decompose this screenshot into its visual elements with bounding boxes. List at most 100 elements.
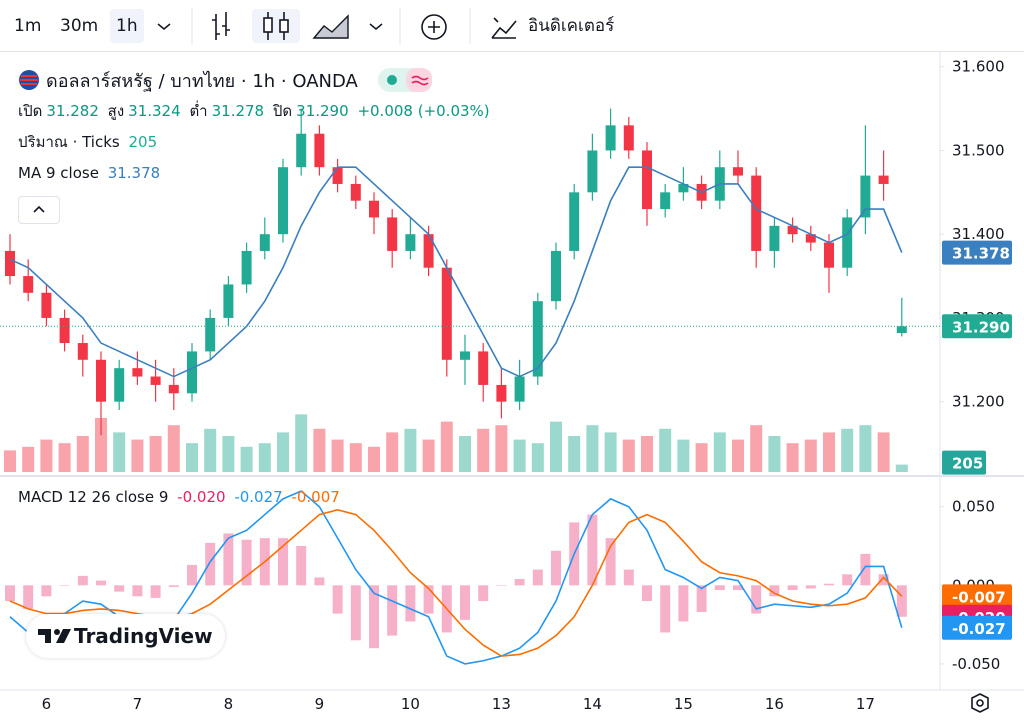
histogram-bar [369,585,379,649]
price-badge-label: 31.290 [952,318,1010,336]
volume-bar [186,443,198,472]
interval-button[interactable]: 1m [14,16,42,36]
histogram-bar [314,577,325,586]
volume-bar [823,432,835,472]
candle-body [77,343,88,360]
volume-bar [713,432,726,472]
histogram-bar [205,542,216,586]
volume-bar [113,432,126,472]
price-badge-label: -0.007 [952,588,1006,606]
x-tick-label: 10 [401,695,420,713]
histogram-bar [514,579,525,586]
volume-bar [604,432,617,472]
histogram-bar [551,550,561,586]
add-icon[interactable] [421,14,447,40]
histogram-bar [605,538,616,586]
histogram-bar [150,585,161,598]
ma-legend: MA 9 close 31.378 [18,164,164,182]
candle-body [623,125,634,151]
histogram-bar [824,583,834,586]
volume-bar [877,432,890,472]
active-bg [252,9,300,43]
watermark[interactable]: TradingView [26,614,225,658]
volume-bar [313,428,326,472]
histogram-bar [660,585,671,633]
add-icon [428,21,440,33]
volume-bar [459,436,471,472]
histogram-bar [496,585,507,586]
candle-body [5,250,15,277]
area-icon[interactable] [312,14,349,39]
volume-bar [768,436,781,472]
histogram-bar [23,585,34,609]
candle-body [132,368,143,377]
histogram-bar [59,585,70,586]
symbol-title: ดอลลาร์สหรัฐ / บาทไทย · 1h · OANDA [46,71,358,92]
ohlc-legend: เปิด 31.282 สูง 31.324 ต่ำ 31.278 ปิด 31.290… [18,99,494,123]
y-tick-label: 0.050 [952,498,995,516]
candle-icon[interactable] [267,12,285,40]
histogram-bar [696,585,707,613]
volume-bar [895,464,908,472]
volume-bar [804,439,817,472]
x-tick-label: 13 [492,695,511,713]
volume-bar [677,439,690,472]
candle-body [805,234,816,243]
histogram-bar [860,553,871,586]
candle-body [787,225,798,235]
candle-body [59,317,70,344]
macd-value: -0.007 [291,488,340,506]
ohlc-name: สูง [107,102,125,120]
histogram-bar [587,514,598,586]
toolbar-icons [157,8,517,44]
settings-icon[interactable] [971,693,989,713]
y-tick-label: -0.050 [952,655,1000,673]
volume-bar [295,414,308,472]
candle-body [478,351,489,385]
ohlc-value: 31.278 [211,102,265,120]
interval-button[interactable]: 1h [110,9,144,43]
bar-chart-icon[interactable] [212,12,230,40]
volume-bar [95,418,107,472]
volume-bar [659,428,672,472]
candle-body [314,133,325,168]
volume-bar [368,446,380,472]
histogram-bar [769,585,780,597]
volume-bar [404,428,417,472]
histogram-bar [751,585,762,614]
histogram-bar [187,564,197,586]
candle-body [278,167,288,235]
candle-body [678,183,689,193]
candle-body [23,276,34,293]
candle-body [168,384,179,394]
volume-bar [167,425,180,472]
volume-bar [586,425,599,472]
indicators-button[interactable]: อินดิเคเตอร์ [528,16,615,36]
candle-body [551,250,561,302]
symbol-legend: ดอลลาร์สหรัฐ / บาทไทย · 1h · OANDA [18,66,432,95]
dropdown-icon[interactable] [369,23,383,30]
histogram-bar [223,533,234,586]
ma-name: MA 9 close [18,164,99,182]
price-badge [942,314,1012,339]
candle-body [332,167,343,184]
histogram-bar [332,585,343,614]
interval-button[interactable]: 30m [60,16,99,36]
collapse-button[interactable] [18,196,60,224]
ma-line [9,166,903,378]
status-pill [377,68,432,92]
volume-legend: ปริมาณ · Ticks 205 [18,130,161,154]
histogram-bar [896,585,907,617]
toolbar: 1m 30m 1h อินดิเคเตอร์ [0,0,1024,52]
dropdown-icon[interactable] [157,23,171,30]
candle-body [751,175,762,251]
volume-bar [786,443,799,472]
volume-bar [149,436,162,472]
watermark-text: TradingView [74,624,213,648]
volume-bar [240,446,253,472]
macd-title: MACD 12 26 close 9 [18,488,169,506]
indicator-icon[interactable] [491,17,517,39]
histogram-bar [405,585,416,622]
candle-body [405,234,416,251]
candle-body [41,292,52,318]
